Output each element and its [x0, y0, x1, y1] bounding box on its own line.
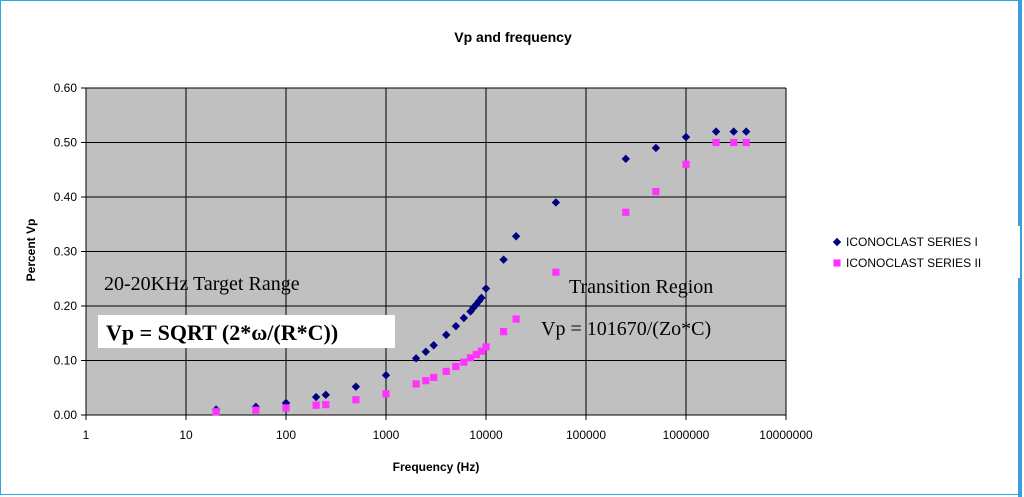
data-point — [321, 390, 330, 400]
x-tick-label: 1 — [83, 428, 90, 442]
gridlines — [86, 87, 787, 415]
y-tick-label: 0.20 — [54, 299, 78, 313]
x-tick-label: 10 — [179, 428, 193, 442]
data-point — [381, 371, 391, 380]
x-tick-label: 1000 — [373, 428, 400, 442]
data-point — [730, 138, 738, 147]
data-point — [621, 154, 630, 164]
data-point — [681, 132, 691, 142]
data-point — [311, 392, 321, 402]
data-point — [452, 362, 460, 371]
legend-label: ICONOCLAST SERIES I — [846, 235, 978, 249]
data-point — [499, 255, 508, 264]
data-point — [622, 208, 630, 216]
legend-marker — [832, 237, 842, 247]
legend-label: ICONOCLAST SERIES II — [846, 256, 981, 270]
data-point — [742, 138, 750, 147]
data-marks — [211, 127, 751, 416]
data-point — [282, 404, 290, 412]
series-1 — [211, 127, 751, 414]
legend-box — [826, 226, 1020, 278]
data-point — [412, 380, 420, 388]
data-point — [477, 293, 486, 303]
annotation-target-range: 20-20KHz Target Range — [104, 273, 300, 295]
data-point — [421, 347, 430, 356]
data-point — [422, 377, 430, 385]
data-point — [552, 268, 560, 276]
y-tick-label: 0.40 — [54, 190, 78, 204]
data-point — [212, 408, 220, 416]
data-point — [652, 187, 660, 196]
data-point — [466, 354, 475, 362]
chart-title: Vp and frequency — [454, 29, 572, 45]
data-point — [511, 232, 521, 241]
legend: ICONOCLAST SERIES I ICONOCLAST SERIES II — [826, 226, 1020, 278]
annotation-transition-region: Transition Region — [569, 276, 713, 298]
annotations: 20-20KHz Target Range Vp = SQRT (2*ω/(R*… — [98, 273, 713, 348]
data-point — [382, 390, 390, 398]
data-point — [500, 328, 508, 336]
data-point — [442, 367, 450, 375]
y-axis-label: Percent Vp — [24, 219, 38, 282]
data-point — [742, 127, 751, 136]
x-tick-label: 10000 — [469, 428, 503, 442]
annotation-formula-zo: Vp = 101670/(Zo*C) — [541, 318, 711, 340]
data-point — [512, 315, 520, 323]
x-tick-label: 1000000 — [663, 428, 710, 442]
data-point — [729, 127, 738, 136]
data-point — [651, 143, 661, 153]
x-tick-label: 100 — [276, 428, 296, 442]
data-point — [442, 330, 451, 340]
y-tick-label: 0.00 — [54, 408, 78, 422]
data-point — [682, 160, 690, 168]
annotation-formula-box — [98, 315, 395, 348]
y-tick-label: 0.10 — [54, 354, 78, 368]
annotation-formula-sqrt: Vp = SQRT (2*ω/(R*C)) — [106, 320, 338, 345]
data-point — [482, 343, 490, 351]
y-tick-label: 0.30 — [54, 245, 78, 259]
data-point — [322, 401, 330, 409]
y-tick-label: 0.50 — [54, 136, 78, 150]
data-point — [477, 347, 486, 355]
data-point — [551, 198, 561, 207]
data-point — [429, 341, 438, 350]
data-point — [459, 313, 469, 323]
data-point — [472, 350, 480, 359]
data-point — [411, 354, 421, 363]
data-point — [252, 406, 260, 414]
legend-marker — [833, 259, 841, 267]
axes: 1 10 100 1000 10000 100000 1000000 10000000 0.00… — [54, 81, 813, 442]
data-point — [430, 373, 438, 381]
data-point — [351, 382, 361, 391]
x-tick-label: 10000000 — [759, 428, 813, 442]
data-point — [451, 321, 461, 331]
data-point — [711, 127, 721, 136]
x-tick-label: 100000 — [566, 428, 606, 442]
x-axis-label: Frequency (Hz) — [393, 460, 480, 474]
data-point — [460, 358, 468, 366]
data-point — [352, 396, 360, 404]
data-point — [481, 284, 491, 293]
series-2 — [212, 138, 750, 416]
y-tick-label: 0.60 — [54, 81, 78, 95]
data-point — [712, 138, 720, 147]
data-point — [312, 401, 320, 409]
